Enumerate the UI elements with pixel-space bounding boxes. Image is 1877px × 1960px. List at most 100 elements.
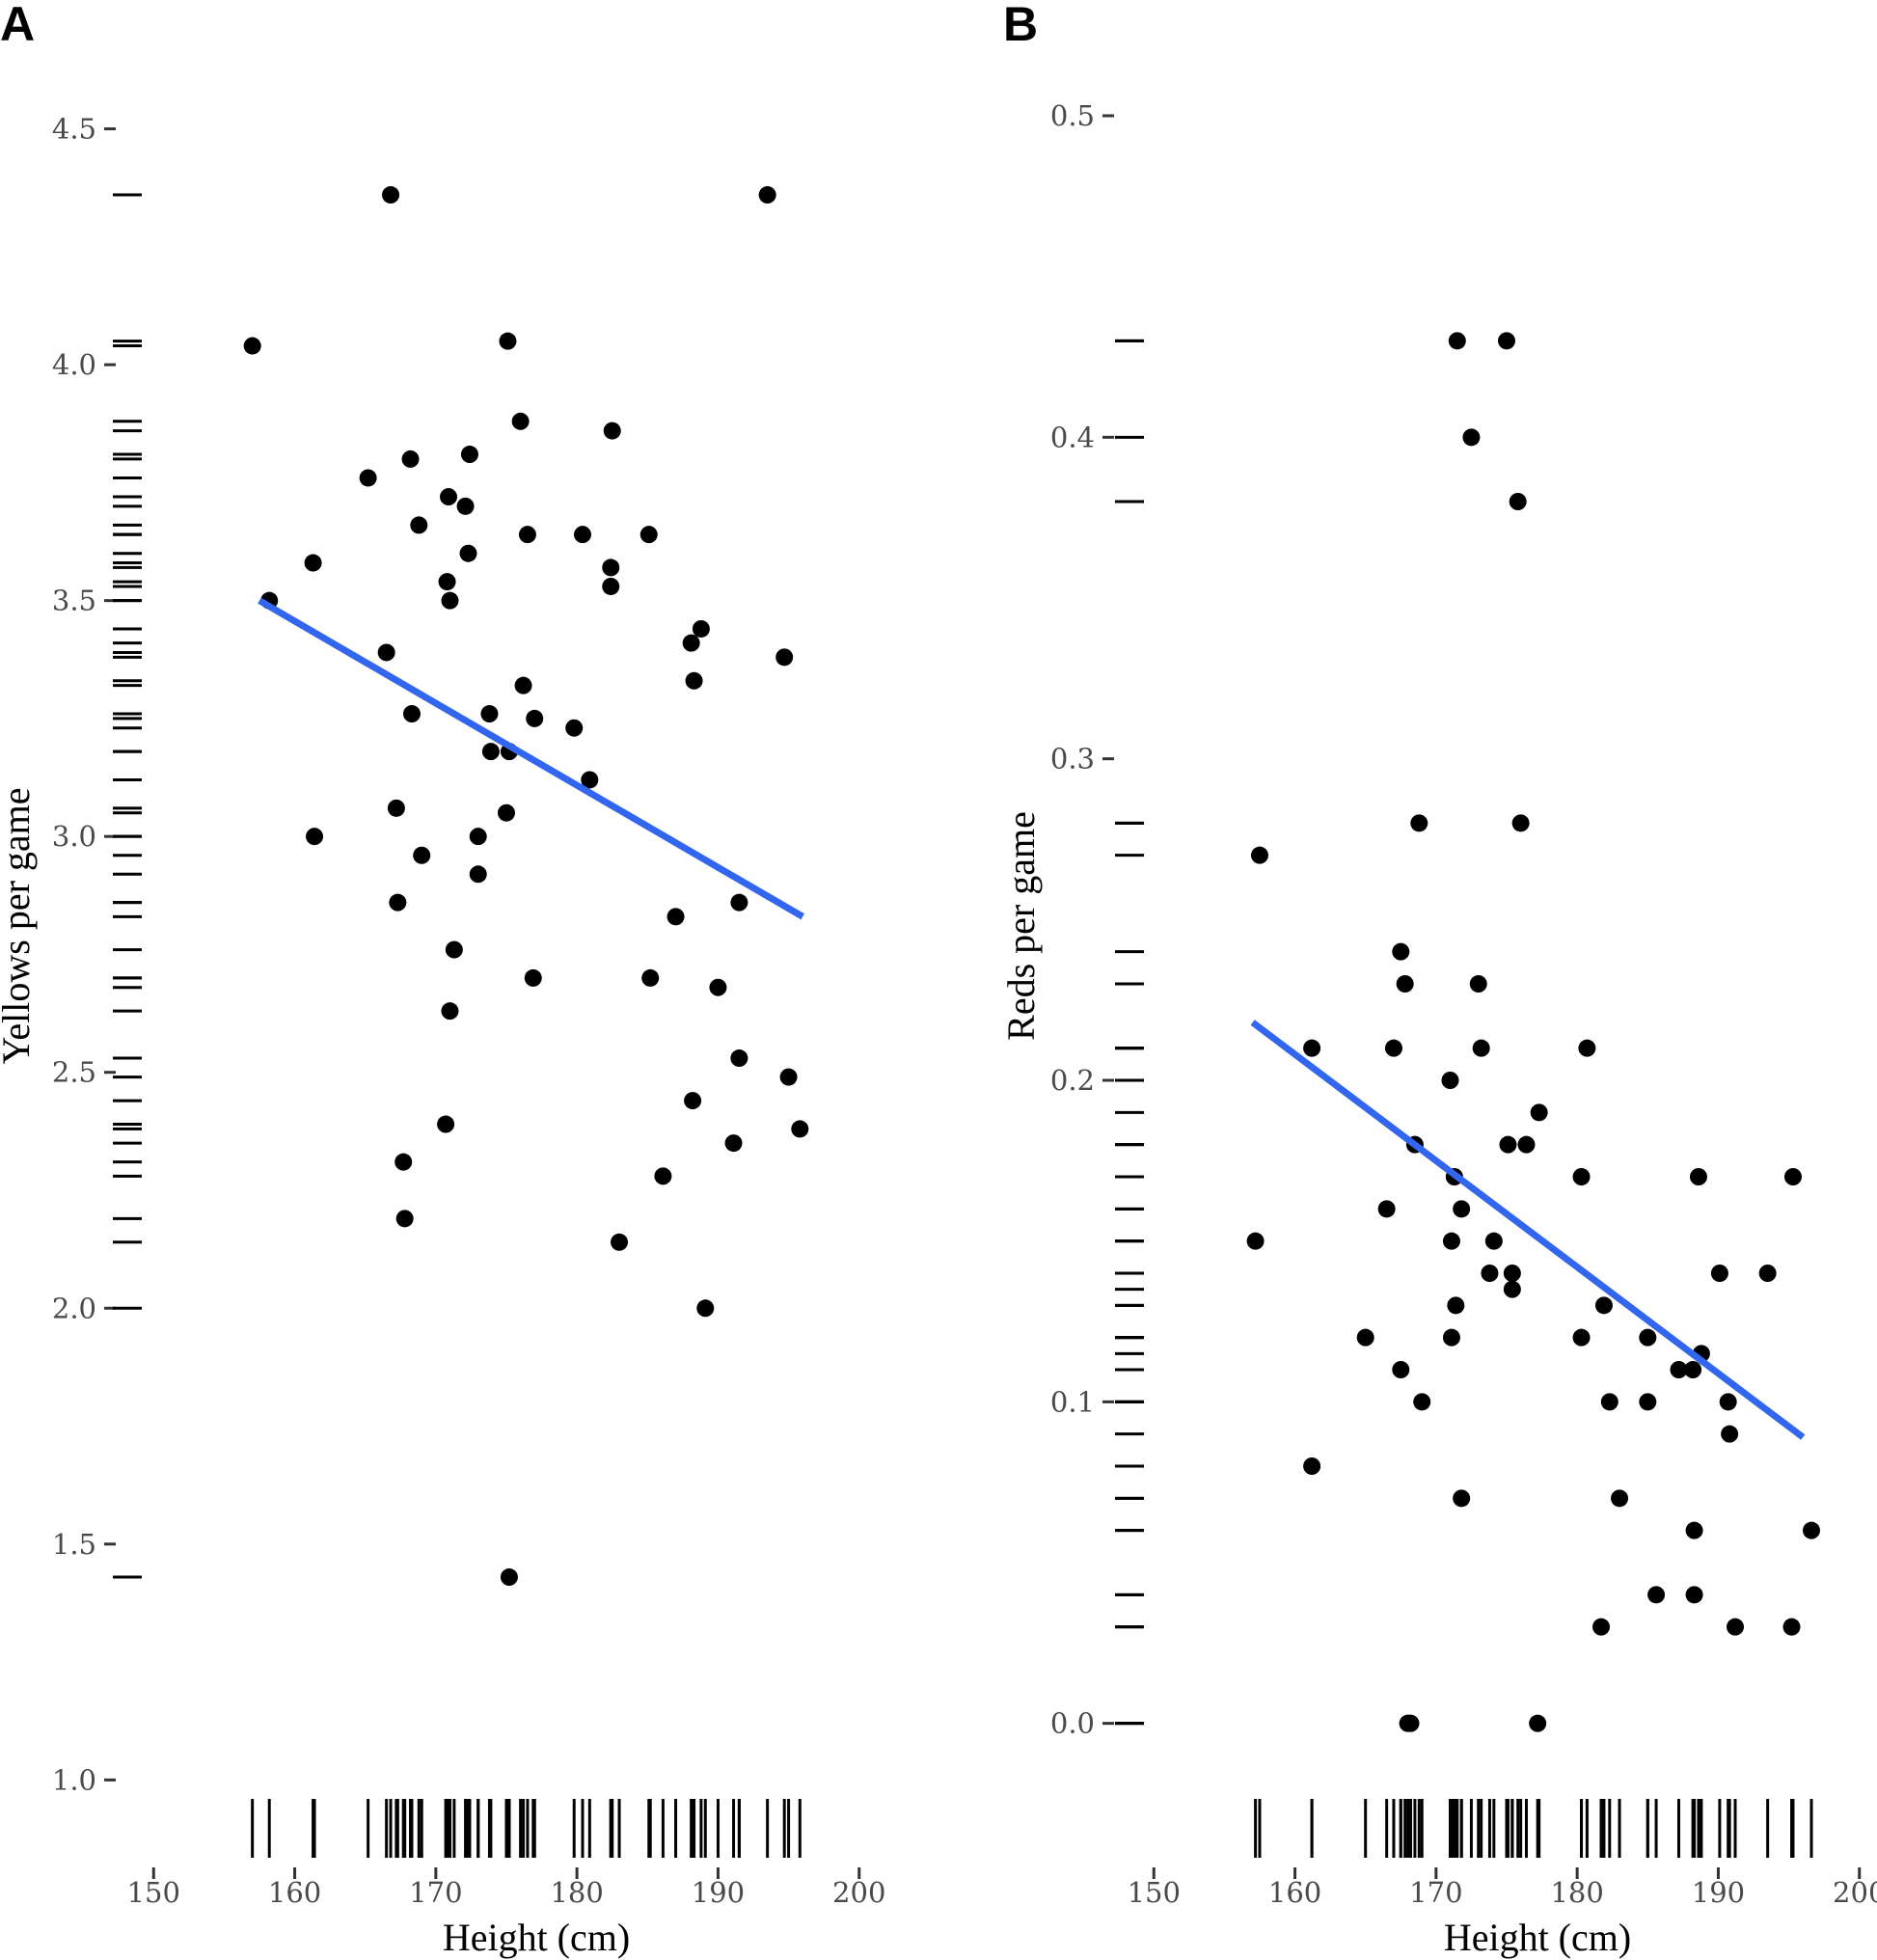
panel-b-data-point: [1442, 1232, 1460, 1250]
panel-a-fit-line: [258, 597, 804, 920]
panel-a-data-point: [581, 771, 599, 789]
panel-b-data-point: [1689, 1168, 1707, 1185]
panel-b-data-point: [1721, 1425, 1739, 1443]
panel-b-data-point: [1783, 1168, 1802, 1185]
panel-b-data-point: [1410, 814, 1428, 832]
panel-a-y-tick-label: 4.0: [52, 348, 96, 381]
panel-b-data-point: [1442, 1328, 1460, 1347]
panel-a-y-tick-label: 1.5: [52, 1528, 96, 1561]
panel-a-data-point: [775, 648, 794, 667]
panel-b-data-point: [1499, 1135, 1517, 1154]
panel-b-data-point: [1472, 1039, 1490, 1057]
panel-b-y-axis-title: Reds per game: [999, 811, 1043, 1041]
panel-b-data-point: [1782, 1618, 1801, 1636]
panel-a-data-point: [779, 1068, 798, 1086]
panel-b-data-point: [1503, 1265, 1521, 1282]
panel-b-data-point: [1246, 1232, 1265, 1250]
panel-a-data-point: [395, 1210, 414, 1228]
panel-b-y-tick-label: 0.3: [1050, 743, 1095, 776]
panel-a-data-point: [514, 676, 532, 694]
panel-a-data-point: [359, 469, 377, 487]
panel-a-data-point: [602, 558, 620, 577]
panel-a-data-point: [377, 643, 395, 662]
panel-b-data-point: [1647, 1586, 1666, 1604]
panel-a-data-point: [791, 1120, 809, 1138]
panel-b-data-point: [1250, 846, 1268, 864]
panel-b-data-point: [1710, 1265, 1728, 1282]
panel-a-data-point: [410, 516, 428, 534]
panel-a-data-point: [641, 968, 660, 987]
panel-b-x-tick-label: 200: [1833, 1876, 1877, 1909]
panel-a-data-point: [243, 337, 261, 355]
panel-a-data-point: [387, 799, 405, 817]
panel-b-x-tick-label: 190: [1692, 1876, 1745, 1909]
panel-a-data-point: [394, 1153, 413, 1171]
panel-b-y-tick-label: 0.1: [1050, 1385, 1095, 1418]
panel-b-letter: B: [1003, 0, 1038, 51]
panel-a-data-point: [524, 968, 542, 987]
panel-b-data-point: [1392, 1361, 1410, 1378]
panel-a-data-point: [382, 186, 400, 204]
panel-a-data-point: [460, 446, 478, 464]
panel-b-data-point: [1453, 1489, 1471, 1508]
panel-a-data-point: [602, 577, 620, 595]
panel-a-data-point: [401, 449, 420, 468]
panel-a-data-point: [440, 488, 458, 506]
panel-a-data-point: [480, 705, 499, 723]
panel-b-data-point: [1611, 1489, 1629, 1508]
panel-b-data-point: [1572, 1328, 1591, 1347]
panel-b-x-tick-label: 170: [1409, 1876, 1462, 1909]
panel-b-y-tick-label: 0.0: [1050, 1707, 1095, 1740]
panel-a-data-point: [456, 497, 475, 515]
panel-b-data-point: [1384, 1039, 1402, 1057]
panel-a-data-point: [730, 893, 748, 912]
panel-b-data-point: [1469, 975, 1487, 993]
panel-b-data-point: [1509, 493, 1527, 510]
panel-a-data-point: [437, 1115, 455, 1133]
panel-a-data-point: [654, 1167, 672, 1185]
panel-b-data-point: [1481, 1265, 1499, 1282]
panel-b-data-point: [1413, 1393, 1431, 1411]
panel-a-data-point: [709, 978, 727, 996]
panel-a-data-point: [304, 554, 322, 572]
panel-a-data-point: [518, 526, 536, 544]
panel-a-data-point: [565, 719, 584, 737]
panel-a-data-point: [682, 634, 700, 652]
panel-a-data-point: [724, 1134, 743, 1153]
panel-a-x-tick-label: 170: [409, 1876, 462, 1909]
panel-b-data-point: [1727, 1618, 1744, 1636]
panel-b-data-point: [1578, 1039, 1596, 1057]
panel-b-data-point: [1462, 428, 1481, 447]
panel-a-x-tick-label: 180: [550, 1876, 603, 1909]
panel-b-x-tick-label: 160: [1268, 1876, 1321, 1909]
panel-a-y-tick-label: 1.0: [52, 1763, 96, 1796]
panel-a-data-point: [611, 1233, 629, 1251]
panel-b-data-point: [1670, 1361, 1688, 1378]
panel-b-y-tick-label: 0.2: [1050, 1064, 1095, 1097]
panel-b-data-point: [1303, 1039, 1321, 1057]
panel-a-data-point: [499, 332, 517, 350]
panel-b-data-point: [1441, 1072, 1459, 1089]
panel-a-y-tick-label: 4.5: [52, 113, 96, 146]
panel-b-data-point: [1377, 1200, 1396, 1218]
panel-a-y-axis-title: Yellows per game: [0, 787, 38, 1064]
panel-a-letter: A: [0, 0, 35, 51]
panel-a-data-point: [666, 908, 685, 926]
panel-b-data-point: [1529, 1714, 1547, 1732]
panel-b-data-point: [1685, 1586, 1703, 1604]
panel-b-data-point: [1453, 1200, 1471, 1218]
panel-a-data-point: [498, 803, 515, 822]
panel-a-data-point: [441, 591, 459, 610]
panel-b-y-tick-label: 0.4: [1050, 421, 1095, 453]
panel-a-data-point: [500, 1568, 518, 1587]
panel-a-data-point: [413, 846, 431, 864]
panel-a-y-tick-label: 3.5: [52, 585, 96, 617]
panel-b-data-point: [1401, 1714, 1420, 1732]
panel-a-data-point: [389, 893, 407, 912]
panel-a-data-point: [526, 709, 544, 727]
panel-a-x-tick-label: 150: [127, 1876, 180, 1909]
panel-a-data-point: [696, 1299, 715, 1318]
panel-a-data-point: [469, 865, 487, 884]
panel-b-data-point: [1511, 814, 1530, 832]
